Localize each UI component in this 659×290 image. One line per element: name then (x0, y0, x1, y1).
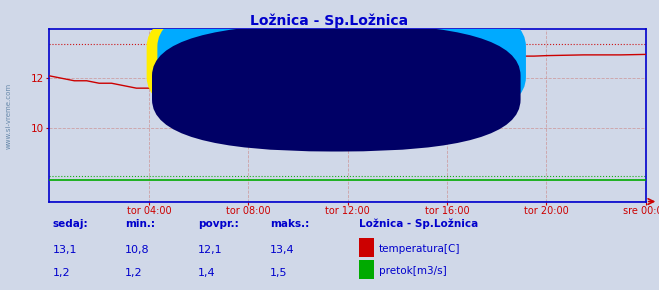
Text: 1,2: 1,2 (125, 269, 143, 278)
Text: povpr.:: povpr.: (198, 219, 239, 229)
Text: sedaj:: sedaj: (53, 219, 88, 229)
Text: www.si-vreme.com: www.si-vreme.com (221, 117, 474, 141)
Text: maks.:: maks.: (270, 219, 310, 229)
Text: temperatura[C]: temperatura[C] (379, 244, 461, 254)
Text: 1,4: 1,4 (198, 269, 215, 278)
Text: 13,4: 13,4 (270, 245, 295, 255)
FancyBboxPatch shape (147, 0, 515, 129)
Text: www.si-vreme.com: www.si-vreme.com (5, 83, 11, 149)
Text: pretok[m3/s]: pretok[m3/s] (379, 266, 447, 276)
FancyBboxPatch shape (152, 24, 521, 151)
Text: Ložnica - Sp.Ložnica: Ložnica - Sp.Ložnica (359, 219, 478, 229)
Text: 12,1: 12,1 (198, 245, 222, 255)
Text: 1,5: 1,5 (270, 269, 288, 278)
Text: 10,8: 10,8 (125, 245, 150, 255)
Text: Ložnica - Sp.Ložnica: Ložnica - Sp.Ložnica (250, 13, 409, 28)
Text: min.:: min.: (125, 219, 156, 229)
FancyBboxPatch shape (158, 0, 526, 129)
Text: 13,1: 13,1 (53, 245, 77, 255)
Text: 1,2: 1,2 (53, 269, 71, 278)
